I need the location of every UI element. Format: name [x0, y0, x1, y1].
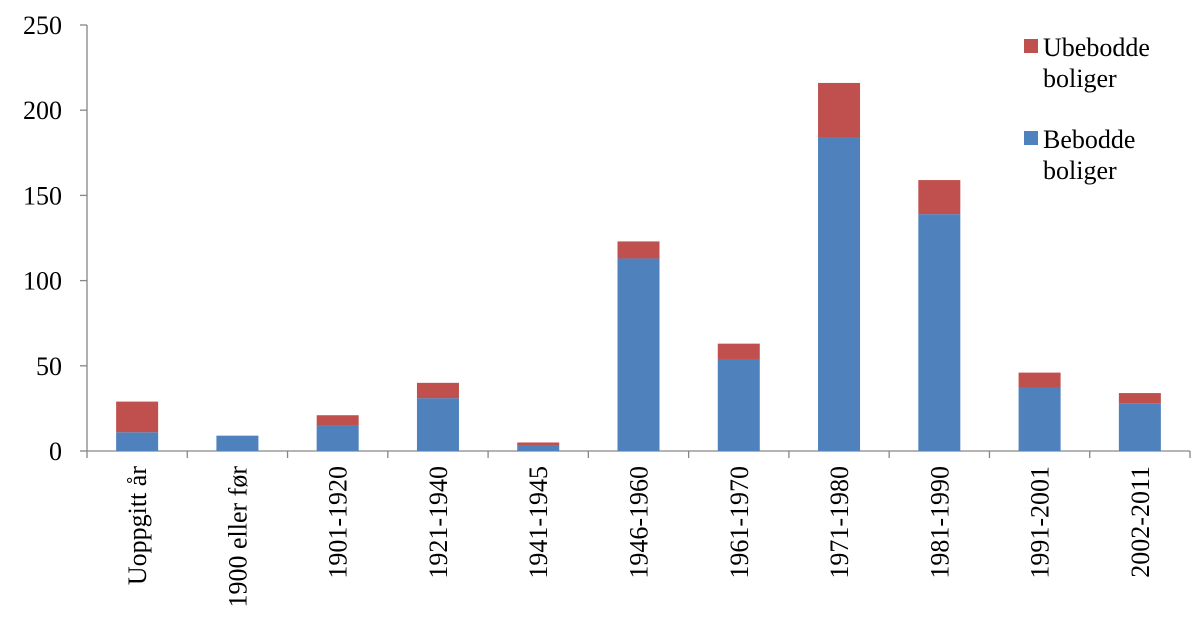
y-tick-label: 50 — [36, 352, 62, 381]
bar-segment-ubebodde — [617, 241, 660, 259]
bar-segment-ubebodde — [818, 82, 861, 138]
y-tick-label: 200 — [23, 96, 62, 125]
x-tick-label: 1991-2001 — [1026, 466, 1055, 579]
bar-segment-bebodde — [316, 425, 359, 451]
bar-segment-ubebodde — [918, 180, 961, 215]
bar-segment-bebodde — [918, 214, 961, 451]
bar-segment-ubebodde — [517, 442, 560, 446]
bar-segment-bebodde — [116, 432, 159, 451]
legend-label: boliger — [1043, 64, 1117, 93]
x-tick-label: 1961-1970 — [725, 466, 754, 579]
x-tick-label: 1946-1960 — [625, 466, 654, 579]
x-axis: Uoppgitt år 1900 eller før 1901-1920 1921-1… — [86, 450, 1191, 608]
legend-label: boliger — [1043, 156, 1117, 185]
x-tick-label: 2002-2011 — [1126, 466, 1155, 578]
bars — [116, 82, 1161, 452]
bar-segment-bebodde — [216, 435, 259, 451]
y-tick-label: 150 — [23, 181, 62, 210]
bar-segment-bebodde — [1018, 387, 1061, 451]
bar-segment-bebodde — [517, 445, 560, 451]
legend-label: Ubebodde — [1043, 33, 1150, 62]
bar-segment-ubebodde — [416, 382, 459, 399]
x-tick-label: Uoppgitt år — [123, 466, 152, 585]
bar-segment-bebodde — [416, 398, 459, 451]
x-tick-label: 1921-1940 — [424, 466, 453, 579]
bar-segment-ubebodde — [717, 343, 760, 359]
bar-segment-bebodde — [1118, 403, 1161, 451]
y-tick-label: 100 — [23, 267, 62, 296]
bar-segment-bebodde — [818, 137, 861, 452]
x-tick-label: 1941-1945 — [524, 466, 553, 579]
bar-segment-ubebodde — [316, 415, 359, 426]
x-tick-label: 1981-1990 — [925, 466, 954, 579]
y-tick-label: 250 — [23, 11, 62, 40]
y-axis: 0 50 100 150 200 250 — [23, 11, 88, 466]
x-tick-label: 1971-1980 — [825, 466, 854, 579]
x-tick-label: 1900 eller før — [223, 466, 252, 608]
bar-segment-bebodde — [617, 258, 660, 451]
legend-label: Bebodde — [1043, 125, 1135, 154]
legend-swatch — [1024, 131, 1038, 145]
legend-swatch — [1024, 39, 1038, 53]
bar-segment-ubebodde — [1018, 372, 1061, 388]
x-tick-label: 1901-1920 — [324, 466, 353, 579]
y-tick-label: 0 — [49, 437, 62, 466]
bar-segment-ubebodde — [1118, 393, 1161, 404]
bar-segment-ubebodde — [116, 401, 159, 433]
bar-segment-bebodde — [717, 358, 760, 451]
